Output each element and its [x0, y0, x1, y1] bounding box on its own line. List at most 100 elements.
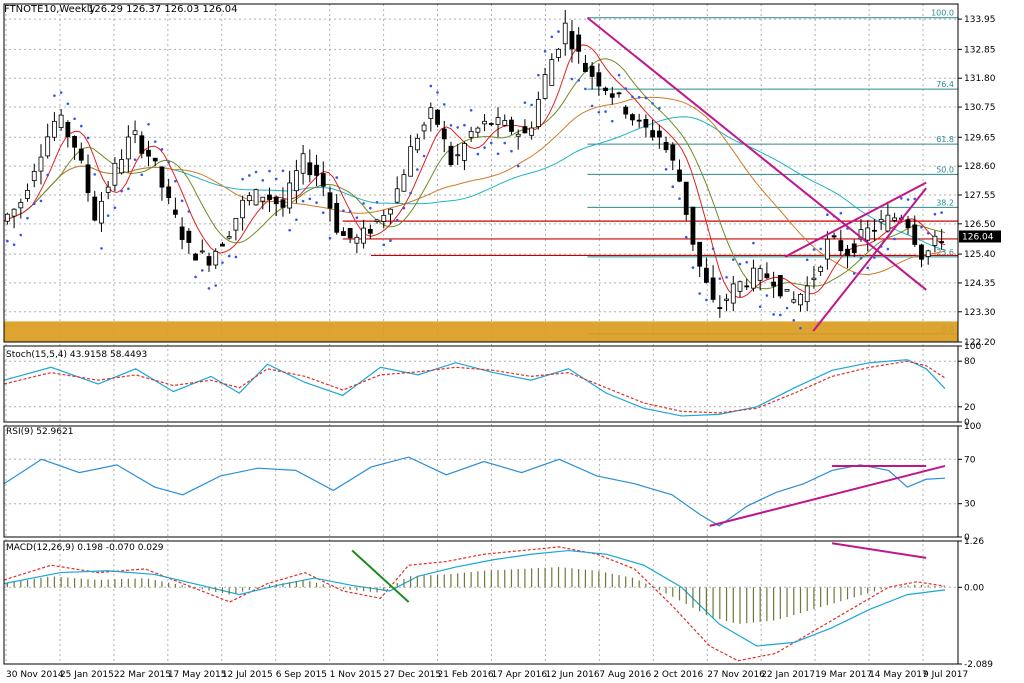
parabolic-sar-dot: [785, 306, 789, 310]
parabolic-sar-dot: [691, 266, 695, 269]
candle-body: [253, 189, 259, 206]
series-line-main: [3, 359, 946, 417]
parabolic-sar-dot: [342, 209, 345, 213]
candle-body: [381, 214, 387, 222]
candle-body: [11, 208, 17, 217]
parabolic-sar-dot: [456, 126, 459, 129]
candle-body: [233, 217, 239, 231]
parabolic-sar-dot: [584, 87, 587, 91]
parabolic-sar-dot: [805, 258, 809, 262]
parabolic-sar-dot: [19, 233, 23, 237]
parabolic-sar-dot: [577, 79, 580, 82]
parabolic-sar-dot: [510, 149, 513, 153]
parabolic-sar-dot: [725, 275, 728, 279]
candle-body: [596, 72, 602, 87]
candle-body: [818, 266, 824, 272]
parabolic-sar-dot: [288, 228, 291, 232]
parabolic-sar-dot: [617, 73, 621, 77]
parabolic-sar-dot: [32, 202, 36, 206]
parabolic-sar-dot: [866, 266, 870, 270]
candle-body: [515, 133, 521, 137]
parabolic-sar-dot: [523, 101, 527, 104]
candle-body: [139, 135, 145, 154]
parabolic-sar-dot: [113, 206, 117, 210]
parabolic-sar-dot: [873, 256, 876, 259]
candle-body: [166, 186, 172, 199]
parabolic-sar-dot: [671, 185, 675, 188]
indicator-trend-line: [831, 542, 927, 559]
candle-body: [388, 208, 393, 215]
candle-body: [206, 256, 212, 266]
parabolic-sar-dot: [644, 96, 648, 100]
parabolic-sar-dot: [268, 169, 271, 173]
candle-body: [414, 137, 420, 151]
candle-body: [589, 65, 595, 77]
candle-body: [38, 156, 44, 172]
parabolic-sar-dot: [476, 152, 480, 156]
candle-body: [52, 120, 57, 138]
parabolic-sar-dot: [483, 146, 486, 149]
parabolic-sar-dot: [570, 77, 574, 81]
x-tick-label: 22 Mar 2015: [114, 670, 171, 680]
candle-body: [878, 218, 884, 223]
fib-level-label: 100.0: [931, 9, 954, 18]
candle-body: [764, 273, 770, 279]
macd-title: MACD(12,26,9) 0.198 -0.070 0.029: [6, 543, 164, 553]
candle-body: [905, 219, 911, 229]
y-tick-label: 100: [964, 342, 981, 352]
y-tick-label: 20: [964, 403, 976, 413]
parabolic-sar-dot: [120, 189, 123, 193]
x-tick-label: 30 Nov 2014: [6, 670, 64, 680]
y-tick-label: 127.55: [964, 191, 996, 201]
candle-body: [919, 244, 924, 260]
price-panel[interactable]: [3, 0, 958, 332]
fib-level-label: 50.0: [936, 165, 954, 174]
candle-body: [535, 99, 541, 128]
candle-body: [683, 181, 689, 215]
last-price-box: [959, 230, 1001, 243]
indicator-panels[interactable]: [3, 359, 946, 662]
parabolic-sar-dot: [187, 210, 191, 213]
candle-body: [488, 123, 494, 125]
candle-body: [146, 149, 151, 157]
candle-body: [280, 199, 286, 208]
x-tick-label: 1 Nov 2015: [330, 670, 382, 680]
rsi-title: RSI(9) 52.9621: [6, 427, 73, 437]
parabolic-sar-dot: [221, 261, 224, 264]
parabolic-sar-dot: [496, 152, 500, 156]
parabolic-sar-dot: [920, 225, 923, 229]
parabolic-sar-dot: [153, 140, 157, 143]
parabolic-sar-dot: [698, 292, 701, 295]
x-tick-label: 14 May 2017: [869, 670, 928, 680]
candle-body: [737, 281, 743, 292]
ohlc-label: 126.29 126.37 126.03 126.04: [88, 4, 238, 15]
parabolic-sar-dot: [133, 158, 137, 161]
parabolic-sar-dot: [852, 272, 856, 275]
parabolic-sar-dot: [86, 136, 90, 140]
x-tick-label: 27 Dec 2015: [384, 670, 442, 680]
candle-body: [690, 206, 696, 245]
parabolic-sar-dot: [859, 257, 863, 260]
candle-body: [865, 227, 871, 241]
trend-line: [586, 16, 927, 291]
indicator-trend-line: [351, 549, 410, 603]
symbol-label: FTNOTE10,Weekly: [4, 4, 96, 15]
candle-body: [260, 196, 266, 202]
trend-line: [812, 187, 927, 332]
candle-body: [300, 153, 306, 174]
parabolic-sar-dot: [442, 103, 446, 106]
candle-body: [724, 298, 729, 301]
candle-body: [132, 130, 138, 135]
parabolic-sar-dot: [906, 198, 910, 201]
candle-body: [892, 217, 897, 221]
candle-body: [220, 243, 225, 247]
candle-body: [663, 141, 669, 151]
candle-body: [777, 275, 783, 297]
candle-body: [751, 267, 756, 289]
parabolic-sar-dot: [503, 141, 507, 145]
candle-body: [45, 136, 51, 157]
parabolic-sar-dot: [241, 177, 244, 181]
parabolic-sar-dot: [463, 123, 466, 127]
